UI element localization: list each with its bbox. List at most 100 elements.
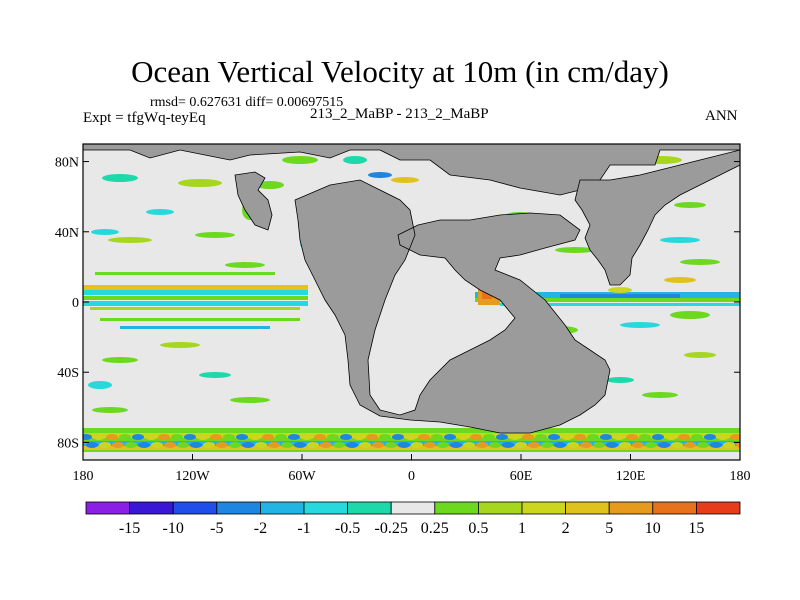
velocity-cell [359, 442, 371, 448]
velocity-cell [658, 442, 670, 448]
arctic-land [83, 144, 740, 196]
velocity-cell [281, 442, 293, 448]
colorbar: -15 -10 -5 -2 -1 -0.5 -0.25 0.25 0.5 1 2 5 10 15 [85, 501, 741, 537]
y-tick-label: 40N [55, 226, 79, 241]
colorbar-label: -0.5 [335, 520, 360, 537]
colorbar-label: -5 [210, 520, 223, 537]
velocity-cell [528, 442, 540, 448]
velocity-cell [327, 434, 339, 440]
colorbar-label: -2 [254, 520, 267, 537]
asia [574, 149, 740, 286]
x-tick-label: 120E [616, 469, 646, 484]
colorbar-label: 10 [645, 520, 661, 537]
velocity-cell [704, 434, 716, 440]
velocity-cell [379, 434, 391, 440]
velocity-cell [145, 434, 157, 440]
velocity-cell [509, 434, 521, 440]
velocity-cell [119, 434, 131, 440]
velocity-cell [249, 434, 261, 440]
velocity-cell [574, 434, 586, 440]
velocity-cell [541, 442, 553, 448]
velocity-cell [665, 434, 677, 440]
velocity-cell [106, 434, 118, 440]
velocity-cell [307, 442, 319, 448]
velocity-cell [437, 442, 449, 448]
velocity-cell [535, 434, 547, 440]
velocity-cell [86, 442, 98, 448]
velocity-cell [320, 442, 332, 448]
americas [234, 171, 273, 231]
x-tick-label: 60W [288, 469, 316, 484]
colorbar-swatch [259, 501, 305, 515]
velocity-cell [405, 434, 417, 440]
colorbar-swatch [390, 501, 436, 515]
velocity-cell [340, 434, 352, 440]
velocity-cell [203, 442, 215, 448]
x-tick-label: 120W [175, 469, 210, 484]
velocity-cell [463, 442, 475, 448]
velocity-cell [431, 434, 443, 440]
colorbar-label: 2 [562, 520, 570, 537]
velocity-cell [99, 442, 111, 448]
y-tick-label: 40S [57, 366, 79, 381]
velocity-cell [645, 442, 657, 448]
velocity-cell [210, 434, 222, 440]
colorbar-swatch [216, 501, 261, 515]
season-label: ANN [705, 108, 738, 124]
y-axis: 80N 40N 0 40S 80S [55, 156, 740, 451]
velocity-cell [723, 442, 735, 448]
colorbar-swatch [434, 501, 479, 515]
velocity-cell [151, 442, 163, 448]
velocity-cell [132, 434, 144, 440]
velocity-cell [288, 434, 300, 440]
velocity-cell [83, 434, 92, 440]
velocity-cell [613, 434, 625, 440]
velocity-cell [164, 442, 176, 448]
southern-ocean-pattern [83, 434, 740, 448]
velocity-cell [138, 442, 150, 448]
colorbar-label: 0.25 [421, 520, 449, 537]
velocity-cell [398, 442, 410, 448]
velocity-cell [346, 442, 358, 448]
colorbar-label: 0.5 [468, 520, 488, 537]
velocity-cell [366, 434, 378, 440]
velocity-cell [268, 442, 280, 448]
velocity-cell [684, 442, 696, 448]
velocity-cell [301, 434, 313, 440]
velocity-cell [515, 442, 527, 448]
velocity-cell [125, 442, 137, 448]
colorbar-label: 1 [518, 520, 526, 537]
velocity-cell [223, 434, 235, 440]
velocity-cell [678, 434, 690, 440]
velocity-cell [587, 434, 599, 440]
colorbar-label: 5 [605, 520, 613, 537]
colorbar-swatch [303, 501, 348, 515]
velocity-cell [697, 442, 709, 448]
velocity-cell [262, 434, 274, 440]
x-axis: 180 120W 60W 0 60E 120E 180 [73, 454, 751, 484]
colorbar-swatch [652, 501, 697, 515]
velocity-cell [177, 442, 189, 448]
velocity-cell [470, 434, 482, 440]
velocity-cell [353, 434, 365, 440]
colorbar-swatch [172, 501, 218, 515]
y-tick-label: 0 [72, 296, 79, 311]
velocity-cell [171, 434, 183, 440]
velocity-cell [561, 434, 573, 440]
velocity-cell [710, 442, 722, 448]
velocity-cell [671, 442, 683, 448]
velocity-cell [639, 434, 651, 440]
y-tick-label: 80S [57, 436, 79, 451]
velocity-cell [385, 442, 397, 448]
velocity-cell [600, 434, 612, 440]
velocity-cell [736, 442, 740, 448]
map-title: Ocean Vertical Velocity at 10m (in cm/da… [131, 54, 669, 89]
velocity-cell [418, 434, 430, 440]
velocity-cell [158, 434, 170, 440]
velocity-cell [554, 442, 566, 448]
colorbar-label: -1 [297, 520, 310, 537]
y-tick-label: 80N [55, 156, 79, 171]
colorbar-swatch [521, 501, 566, 515]
colorbar-swatch [565, 501, 610, 515]
velocity-cell [717, 434, 729, 440]
